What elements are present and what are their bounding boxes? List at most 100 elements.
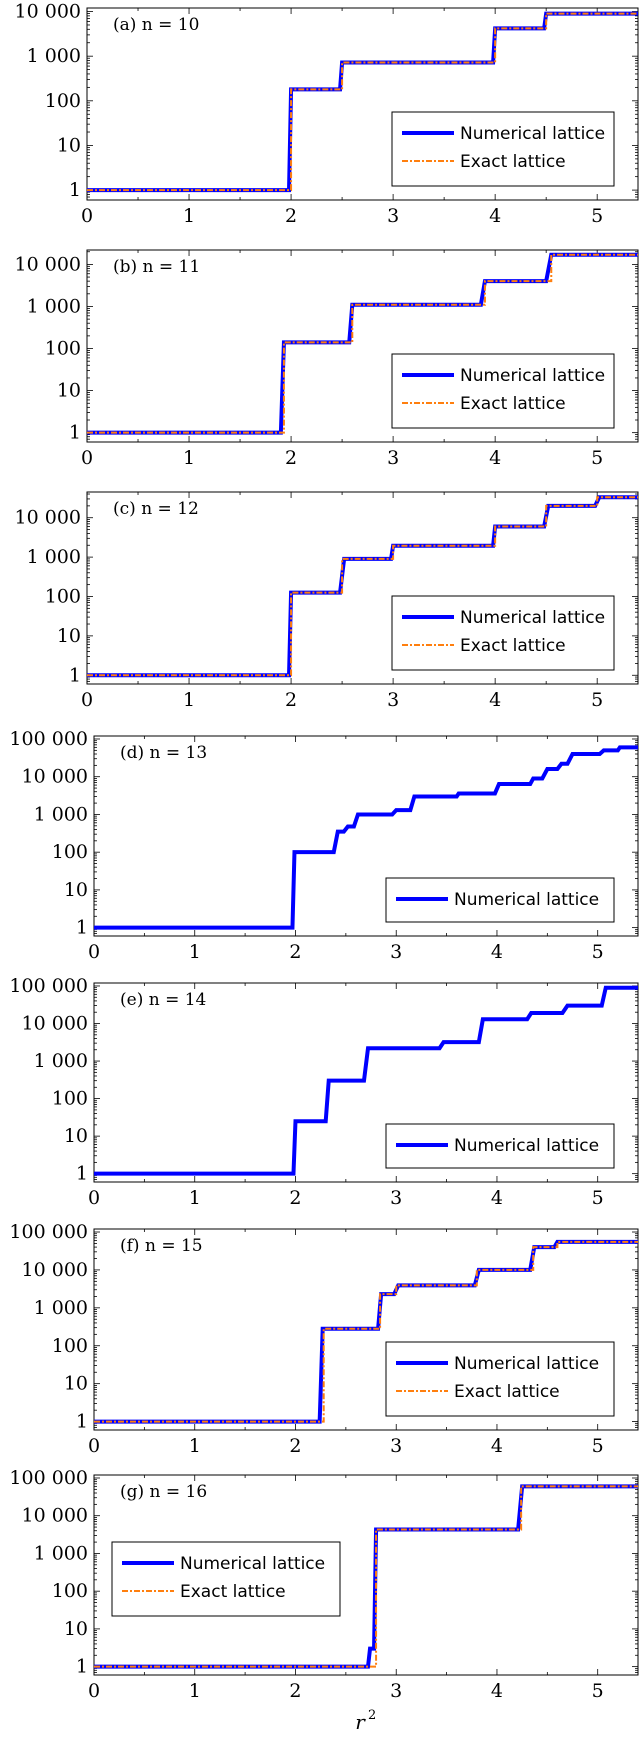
y-tick-label: 1 000 <box>34 803 88 825</box>
x-tick-label: 2 <box>285 447 297 469</box>
x-tick-label: 0 <box>81 447 93 469</box>
y-tick-label: 100 <box>45 585 81 607</box>
y-tick-label: 1 <box>69 422 81 444</box>
legend-entry: Exact lattice <box>180 1582 286 1602</box>
legend: Numerical lattice <box>385 877 615 923</box>
panel-label: (c) n = 12 <box>113 499 199 519</box>
x-tick-label: 5 <box>591 689 603 711</box>
y-tick-label: 1 <box>76 1656 88 1678</box>
panel-label: (f) n = 15 <box>120 1236 203 1256</box>
legend-entry: Numerical lattice <box>460 608 605 628</box>
legend-entry: Exact lattice <box>454 1382 560 1402</box>
x-tick-label: 3 <box>390 941 402 963</box>
x-tick-label: 0 <box>88 1680 100 1702</box>
axes-frame <box>93 1474 639 1676</box>
y-tick-label: 10 <box>57 625 81 647</box>
y-tick-label: 100 <box>52 1335 88 1357</box>
x-tick-label: 3 <box>387 447 399 469</box>
series-line-exact <box>94 1240 638 1423</box>
legend-entry: Numerical lattice <box>454 1136 599 1156</box>
axes-frame <box>86 249 639 443</box>
x-tick-label: 1 <box>183 689 195 711</box>
y-tick-label: 1 <box>76 917 88 939</box>
y-tick-label: 100 000 <box>9 1467 88 1489</box>
axes-frame <box>93 982 639 1183</box>
legend: Numerical lattice Exact lattice <box>385 1341 615 1417</box>
x-tick-label: 1 <box>183 447 195 469</box>
y-tick-label: 10 000 <box>22 766 88 788</box>
y-tick-label: 100 <box>52 841 88 863</box>
legend-entry: Numerical lattice <box>454 890 599 910</box>
y-tick-label: 10 000 <box>15 507 81 529</box>
x-tick-label: 0 <box>88 1435 100 1457</box>
x-tick-label: 1 <box>183 205 195 227</box>
x-tick-label: 2 <box>285 689 297 711</box>
x-tick-label: 4 <box>491 1187 503 1209</box>
x-tick-label: 5 <box>592 1680 604 1702</box>
legend: Numerical lattice Exact lattice <box>391 595 615 671</box>
legend: Numerical lattice Exact lattice <box>391 353 615 429</box>
legend-entry: Numerical lattice <box>460 366 605 386</box>
legend-entry: Exact lattice <box>460 152 566 172</box>
y-tick-label: 100 <box>45 338 81 360</box>
y-tick-label: 100 000 <box>9 728 88 750</box>
y-tick-label: 1 <box>69 664 81 686</box>
y-tick-label: 1 <box>76 1411 88 1433</box>
x-tick-label: 3 <box>390 1435 402 1457</box>
panel-label: (a) n = 10 <box>113 15 199 35</box>
x-tick-label: 2 <box>285 205 297 227</box>
x-tick-label: 0 <box>81 689 93 711</box>
x-tick-label: 2 <box>289 1435 301 1457</box>
series-line-numerical <box>94 745 638 930</box>
y-tick-label: 10 <box>64 1618 88 1640</box>
x-tick-label: 4 <box>491 1435 503 1457</box>
x-tick-label: 5 <box>592 1435 604 1457</box>
x-tick-label: 0 <box>81 205 93 227</box>
x-tick-label: 3 <box>390 1187 402 1209</box>
x-tick-label: 2 <box>289 1187 301 1209</box>
x-tick-label: 1 <box>189 941 201 963</box>
x-tick-label: 1 <box>189 1435 201 1457</box>
axes-frame <box>93 1228 639 1431</box>
x-tick-label: 5 <box>591 205 603 227</box>
y-tick-label: 1 000 <box>34 1542 88 1564</box>
y-tick-label: 10 000 <box>15 253 81 275</box>
series-line-exact <box>87 12 638 192</box>
y-tick-label: 1 000 <box>34 1050 88 1072</box>
x-tick-label: 5 <box>592 941 604 963</box>
legend-entry: Numerical lattice <box>460 124 605 144</box>
y-tick-label: 10 000 <box>22 1505 88 1527</box>
series-line-exact <box>87 253 638 434</box>
y-tick-label: 10 <box>64 1373 88 1395</box>
x-tick-label: 5 <box>591 447 603 469</box>
x-tick-label: 0 <box>88 941 100 963</box>
y-tick-label: 10 <box>64 879 88 901</box>
y-tick-label: 10 <box>57 134 81 156</box>
x-tick-label: 1 <box>189 1187 201 1209</box>
x-tick-label: 0 <box>88 1187 100 1209</box>
y-tick-label: 1 <box>76 1163 88 1185</box>
y-tick-label: 10 000 <box>15 1 81 23</box>
x-tick-label: 2 <box>289 1680 301 1702</box>
legend-entry: Numerical lattice <box>180 1554 325 1574</box>
y-tick-label: 100 <box>45 90 81 112</box>
legend-entry: Exact lattice <box>460 394 566 414</box>
y-tick-label: 1 <box>69 179 81 201</box>
x-axis-label-exponent: 2 <box>368 1708 376 1723</box>
axes-frame <box>93 735 639 937</box>
y-tick-label: 10 <box>57 380 81 402</box>
y-tick-label: 1 000 <box>27 45 81 67</box>
x-tick-label: 4 <box>491 941 503 963</box>
series-line-numerical <box>94 1239 638 1424</box>
x-tick-label: 3 <box>387 689 399 711</box>
series-line-exact <box>94 1485 638 1668</box>
y-tick-label: 1 000 <box>27 295 81 317</box>
series-line-numerical <box>94 985 638 1176</box>
x-tick-label: 4 <box>489 447 501 469</box>
